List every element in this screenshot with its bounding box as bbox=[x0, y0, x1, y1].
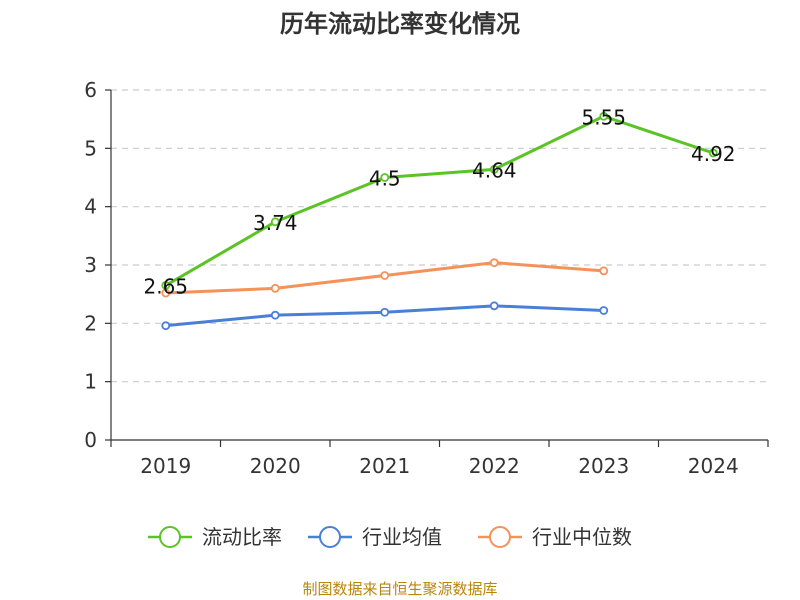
x-tick-label: 2022 bbox=[469, 454, 520, 478]
legend-item[interactable]: 行业均值 bbox=[308, 525, 442, 549]
legend-label: 流动比率 bbox=[202, 525, 282, 549]
data-point[interactable] bbox=[708, 148, 718, 158]
data-point[interactable] bbox=[380, 173, 390, 182]
data-source-note: 制图数据来自恒生聚源数据库 bbox=[302, 580, 497, 598]
y-tick-label: 3 bbox=[84, 253, 97, 277]
y-tick-label: 1 bbox=[84, 370, 97, 394]
y-tick-label: 4 bbox=[84, 195, 97, 219]
data-point[interactable] bbox=[489, 164, 499, 174]
data-point[interactable] bbox=[161, 281, 171, 290]
x-tick-label: 2020 bbox=[250, 454, 301, 478]
data-point[interactable] bbox=[489, 258, 499, 268]
data-label: 5.55 bbox=[581, 105, 626, 129]
axes: 0 1 2 3 4 5 6 2019 2020 2021 2022 2023 2024 bbox=[84, 78, 769, 478]
data-point[interactable] bbox=[270, 217, 280, 227]
legend-label: 行业均值 bbox=[362, 525, 442, 549]
data-label: 4.92 bbox=[691, 142, 736, 166]
chart-title: 历年流动比率变化情况 bbox=[280, 10, 520, 38]
x-tick-label: 2021 bbox=[359, 454, 410, 478]
legend-marker bbox=[319, 526, 341, 548]
legend-label: 行业中位数 bbox=[532, 525, 632, 549]
x-tick-label: 2019 bbox=[140, 454, 191, 478]
legend-marker bbox=[159, 526, 181, 548]
data-point[interactable] bbox=[161, 321, 171, 331]
data-labels: 2.65 3.74 4.5 4.64 5.55 4.92 bbox=[143, 105, 735, 298]
legend[interactable]: 流动比率 行业均值 行业中位数 bbox=[148, 525, 632, 549]
data-point[interactable] bbox=[380, 271, 390, 280]
series-line bbox=[164, 114, 714, 287]
x-tick-label: 2023 bbox=[578, 454, 629, 478]
data-point[interactable] bbox=[599, 306, 609, 315]
data-label: 2.65 bbox=[143, 274, 188, 298]
data-point[interactable] bbox=[380, 307, 390, 317]
series-layer bbox=[161, 111, 718, 331]
data-label: 3.74 bbox=[253, 211, 298, 235]
data-point[interactable] bbox=[270, 283, 280, 293]
y-tick-label: 5 bbox=[84, 136, 97, 160]
data-point[interactable] bbox=[599, 266, 609, 276]
data-label: 4.64 bbox=[472, 158, 517, 182]
data-point[interactable] bbox=[489, 301, 499, 311]
x-tick-label: 2024 bbox=[688, 454, 739, 478]
data-label: 4.5 bbox=[369, 167, 401, 191]
y-tick-label: 6 bbox=[84, 78, 97, 102]
y-tick-label: 0 bbox=[84, 428, 97, 452]
legend-item[interactable]: 流动比率 bbox=[148, 525, 282, 549]
grid bbox=[111, 89, 768, 383]
legend-item[interactable]: 行业中位数 bbox=[478, 525, 632, 549]
data-point[interactable] bbox=[599, 111, 609, 121]
legend-marker bbox=[489, 526, 511, 548]
y-tick-label: 2 bbox=[84, 311, 97, 335]
data-point[interactable] bbox=[270, 310, 280, 320]
